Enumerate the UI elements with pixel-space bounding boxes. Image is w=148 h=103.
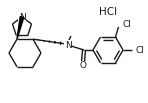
Text: N: N [19, 12, 25, 22]
Text: N: N [65, 40, 71, 50]
Text: O: O [79, 61, 86, 70]
Polygon shape [17, 17, 24, 39]
Text: Cl: Cl [123, 20, 131, 29]
Text: HCl: HCl [99, 7, 117, 17]
Text: Cl: Cl [136, 46, 145, 54]
